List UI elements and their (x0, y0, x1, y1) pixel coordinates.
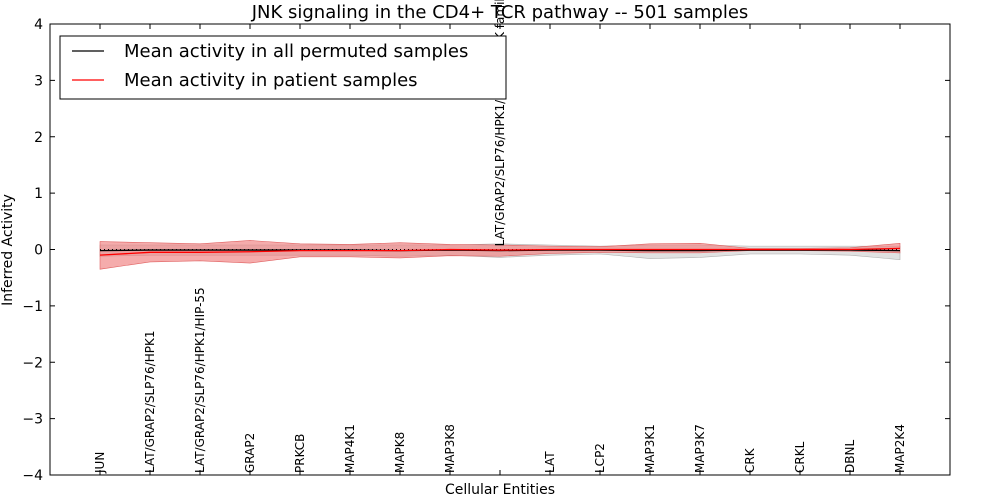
series-lines (99, 247, 901, 256)
legend: Mean activity in all permuted samples Me… (59, 35, 507, 100)
y-tick-label: −2 (22, 355, 43, 371)
category-label: MAP3K8 (443, 424, 457, 473)
x-axis (99, 24, 901, 475)
series-line-patient (99, 247, 901, 256)
category-label: CRKL (793, 441, 807, 473)
legend-label-patient: Mean activity in patient samples (124, 70, 418, 91)
category-label: LAT/GRAP2/SLP76/HPK1/HIP-55 (193, 287, 207, 473)
category-label: LAT (543, 451, 557, 473)
category-label: PRKCB (293, 434, 307, 473)
y-tick-label: −3 (22, 412, 43, 428)
chart-title: JNK signaling in the CD4+ TCR pathway --… (251, 2, 749, 23)
category-label: MAP2K4 (893, 424, 907, 473)
category-label: JUN (93, 452, 107, 474)
confidence-bands (99, 240, 901, 270)
y-tick-label: 3 (34, 73, 43, 89)
y-tick-label: 2 (34, 130, 43, 146)
category-labels: JUN LAT/GRAP2/SLP76/HPK1 LAT/GRAP2/SLP76/H… (93, 0, 907, 474)
y-tick-label: −1 (22, 299, 43, 315)
x-axis-label: Cellular Entities (445, 482, 555, 498)
category-label: LAT/GRAP2/SLP76/HPK1 (143, 331, 157, 474)
y-axis: 4 3 2 1 0 −1 −2 −3 −4 (22, 17, 950, 484)
legend-label-permuted: Mean activity in all permuted samples (124, 41, 468, 62)
y-axis-label: Inferred Activity (0, 194, 16, 306)
band-patient (99, 240, 901, 270)
y-tick-label: 0 (34, 243, 43, 259)
y-tick-label: 1 (34, 186, 43, 202)
category-label: MAP3K7 (693, 424, 707, 473)
category-label: LCP2 (593, 443, 607, 473)
y-tick-label: 4 (34, 17, 43, 33)
category-label: MAP3K1 (643, 424, 657, 473)
y-tick-label: −4 (22, 468, 43, 484)
category-label: MAPK8 (393, 432, 407, 473)
category-label: GRAP2 (243, 433, 257, 473)
category-label: CRK (743, 447, 757, 473)
category-label: DBNL (843, 440, 857, 473)
category-label: MAP4K1 (343, 424, 357, 473)
legend-box (59, 35, 507, 100)
